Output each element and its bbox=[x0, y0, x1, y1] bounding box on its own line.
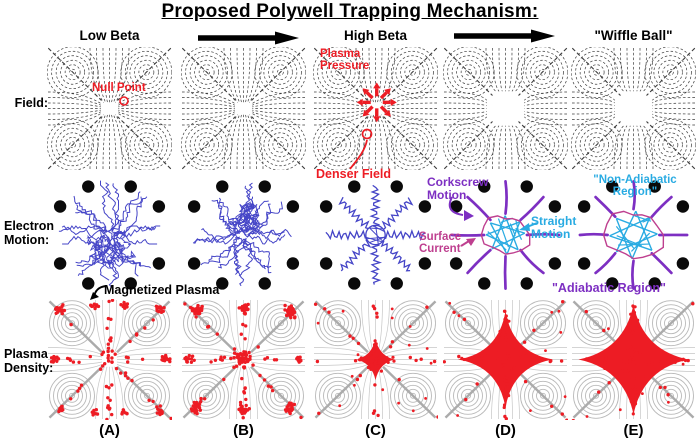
denser-field-label: Denser Field bbox=[316, 167, 392, 181]
arrow-low-to-high-icon bbox=[198, 31, 299, 45]
stage-label-high-beta: High Beta bbox=[343, 28, 407, 43]
adiabatic-region-label: "Adiabatic Region" bbox=[552, 281, 666, 295]
magnetized-plasma-label: Magnetized Plasma bbox=[104, 283, 220, 297]
row-label-plasma-density: Plasma Density: bbox=[4, 347, 54, 376]
corkscrew-motion-label: Corkscrew Motion bbox=[427, 175, 489, 202]
panel-plasma-e bbox=[571, 299, 696, 420]
null-point-label: Null Point bbox=[92, 82, 146, 94]
column-label-a: (A) bbox=[99, 422, 120, 439]
panel-field-e bbox=[571, 47, 696, 170]
column-label-c: (C) bbox=[365, 422, 386, 439]
row-label-electron-motion: Electron Motion: bbox=[4, 219, 55, 248]
stage-label-wiffle-ball: "Wiffle Ball" bbox=[594, 28, 673, 43]
column-label-e: (E) bbox=[623, 422, 644, 439]
straight-motion-label: Straight Motion bbox=[531, 214, 577, 241]
panel-plasma-c bbox=[313, 299, 438, 420]
panel-electron-a bbox=[53, 180, 166, 290]
plasma-pressure-label: Plasma Pressure bbox=[320, 48, 370, 73]
panel-field-d bbox=[443, 47, 568, 170]
panel-electron-e bbox=[577, 180, 690, 290]
panel-plasma-a bbox=[47, 299, 172, 420]
panel-electron-b bbox=[187, 180, 300, 290]
panel-plasma-d bbox=[443, 299, 568, 420]
panel-electron-d bbox=[449, 180, 562, 290]
non-adiabatic-region-label: "Non-Adiabatic Region" bbox=[593, 174, 677, 199]
column-label-b: (B) bbox=[233, 422, 254, 439]
arrow-high-to-wiffle-icon bbox=[454, 29, 555, 43]
stage-label-low-beta: Low Beta bbox=[79, 28, 140, 43]
panel-plasma-b bbox=[181, 299, 306, 420]
surface-current-label: Surface Current bbox=[419, 231, 462, 256]
panel-electron-c bbox=[319, 180, 432, 290]
diagram-title: Proposed Polywell Trapping Mechanism: bbox=[161, 1, 539, 22]
row-label-field: Field: bbox=[14, 96, 48, 110]
panel-field-b bbox=[181, 47, 306, 170]
column-label-d: (D) bbox=[495, 422, 516, 439]
panel-field-a bbox=[47, 47, 172, 170]
